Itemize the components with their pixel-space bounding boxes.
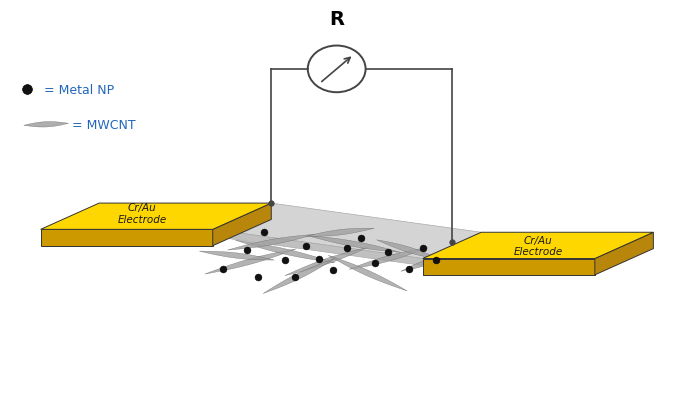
- Text: Cr/Au
Electrode: Cr/Au Electrode: [514, 235, 563, 256]
- Text: = Metal NP: = Metal NP: [44, 83, 115, 97]
- Polygon shape: [328, 256, 407, 291]
- Polygon shape: [41, 230, 213, 246]
- Text: Cr/Au
Electrode: Cr/Au Electrode: [117, 203, 167, 225]
- Polygon shape: [213, 204, 481, 259]
- Polygon shape: [306, 229, 374, 237]
- Polygon shape: [213, 230, 423, 266]
- Polygon shape: [595, 233, 653, 275]
- Polygon shape: [423, 259, 595, 275]
- Polygon shape: [205, 249, 296, 274]
- Polygon shape: [401, 252, 458, 272]
- Polygon shape: [263, 259, 335, 294]
- Polygon shape: [41, 204, 271, 230]
- Text: R: R: [329, 10, 344, 29]
- Polygon shape: [24, 122, 69, 128]
- Polygon shape: [349, 248, 428, 270]
- Polygon shape: [423, 233, 653, 259]
- Text: = MWCNT: = MWCNT: [71, 119, 135, 131]
- Polygon shape: [307, 236, 401, 253]
- Polygon shape: [285, 248, 368, 276]
- Polygon shape: [235, 241, 335, 263]
- Polygon shape: [213, 204, 271, 246]
- Polygon shape: [199, 252, 274, 261]
- Polygon shape: [228, 235, 315, 250]
- Polygon shape: [377, 240, 441, 260]
